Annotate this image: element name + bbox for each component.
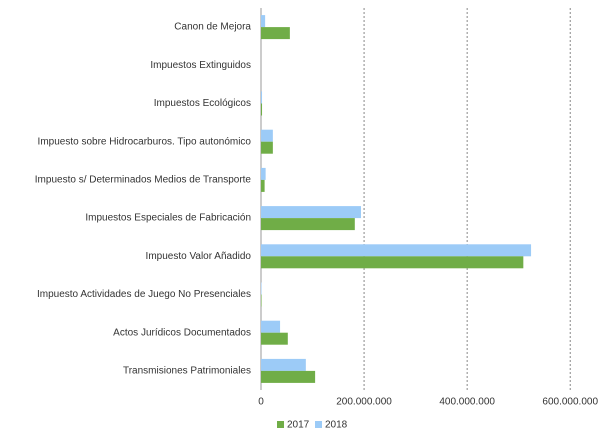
bar — [261, 320, 281, 333]
legend-label: 2018 — [325, 420, 348, 431]
bar — [261, 91, 263, 104]
y-tick-label: Impuesto Valor Añadido — [146, 251, 252, 262]
y-tick-label: Impuesto Actividades de Juego No Presenc… — [37, 289, 251, 300]
legend-swatch — [277, 421, 284, 428]
bar — [261, 370, 316, 383]
bar — [261, 129, 273, 142]
bar — [261, 27, 290, 40]
bar — [261, 179, 265, 192]
legend-label: 2017 — [287, 420, 310, 431]
bar — [261, 358, 306, 371]
y-tick-label: Canon de Mejora — [174, 22, 251, 33]
bar — [261, 244, 532, 257]
y-tick-label: Transmisiones Patrimoniales — [123, 366, 251, 377]
bar — [261, 218, 355, 231]
x-tick-label: 400.000.000 — [439, 397, 495, 408]
x-tick-label: 0 — [258, 397, 264, 408]
bar — [261, 294, 262, 307]
x-tick-label: 600.000.000 — [542, 397, 598, 408]
y-tick-label: Actos Jurídicos Documentados — [113, 327, 251, 338]
bar — [261, 332, 288, 345]
bar — [261, 256, 524, 269]
bar — [261, 167, 266, 180]
x-tick-label: 200.000.000 — [336, 397, 392, 408]
bar — [261, 206, 361, 219]
bar — [261, 15, 266, 28]
y-tick-label: Impuesto sobre Hidrocarburos. Tipo auton… — [38, 136, 252, 147]
bar — [261, 103, 263, 116]
bar — [261, 282, 262, 295]
bar — [261, 141, 273, 154]
legend-swatch — [315, 421, 322, 428]
y-tick-label: Impuestos Especiales de Fabricación — [85, 213, 251, 224]
y-tick-label: Impuestos Extinguidos — [150, 60, 251, 71]
y-tick-label: Impuestos Ecológicos — [154, 98, 251, 109]
y-tick-label: Impuesto s/ Determinados Medios de Trans… — [35, 175, 252, 186]
